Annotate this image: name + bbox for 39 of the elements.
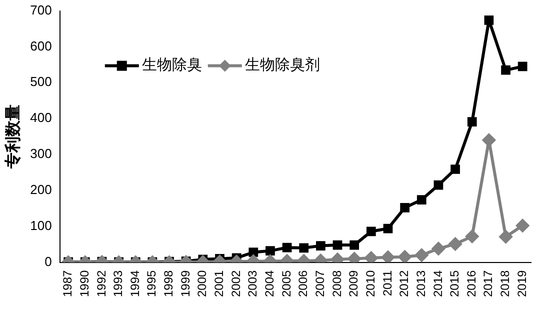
x-tick-label: 2008 [330, 270, 344, 298]
x-tick-label: 1999 [178, 270, 192, 298]
y-tick-label: 300 [30, 146, 52, 162]
x-tick-label: 2005 [279, 270, 294, 298]
x-tick-label: 2006 [296, 270, 310, 298]
x-tick-label: 1998 [162, 270, 176, 298]
y-tick-label: 100 [30, 218, 52, 233]
x-tick-label: 1995 [144, 270, 159, 298]
x-tick-label: 2014 [430, 270, 445, 298]
x-tick-label: 2004 [262, 270, 277, 298]
x-tick-label: 2017 [481, 270, 496, 298]
x-tick-label: 2013 [414, 270, 428, 298]
x-tick-label: 1994 [128, 270, 142, 298]
y-tick-label: 0 [44, 254, 52, 269]
x-tick-label: 2000 [195, 270, 210, 298]
x-tick-label: 2010 [363, 270, 378, 298]
y-tick-label: 500 [30, 74, 52, 90]
x-tick-label: 2007 [312, 270, 327, 298]
legend-label: 生物除臭剂 [244, 56, 320, 74]
legend-label: 生物除臭 [142, 56, 202, 74]
x-tick-label: 1987 [60, 270, 75, 298]
y-axis-title: 专利数量 [4, 104, 22, 170]
x-tick-label: 2015 [448, 270, 462, 298]
x-tick-label: 1990 [77, 270, 92, 298]
x-tick-label: 2009 [346, 270, 361, 298]
y-tick-label: 200 [30, 182, 52, 198]
x-tick-label: 2011 [380, 270, 394, 296]
x-tick-label: 2019 [514, 270, 529, 298]
x-tick-label: 1992 [94, 270, 108, 298]
x-tick-label: 2012 [397, 270, 412, 298]
x-tick-label: 2003 [246, 270, 260, 298]
x-tick-label: 2016 [464, 270, 478, 298]
x-tick-label: 1993 [111, 270, 126, 298]
y-tick-label: 700 [30, 2, 52, 18]
x-tick-label: 2002 [228, 270, 243, 298]
x-tick-label: 2001 [212, 270, 226, 298]
x-tick-label: 2018 [498, 270, 512, 298]
y-tick-label: 400 [30, 110, 52, 126]
y-tick-label: 600 [30, 38, 52, 54]
